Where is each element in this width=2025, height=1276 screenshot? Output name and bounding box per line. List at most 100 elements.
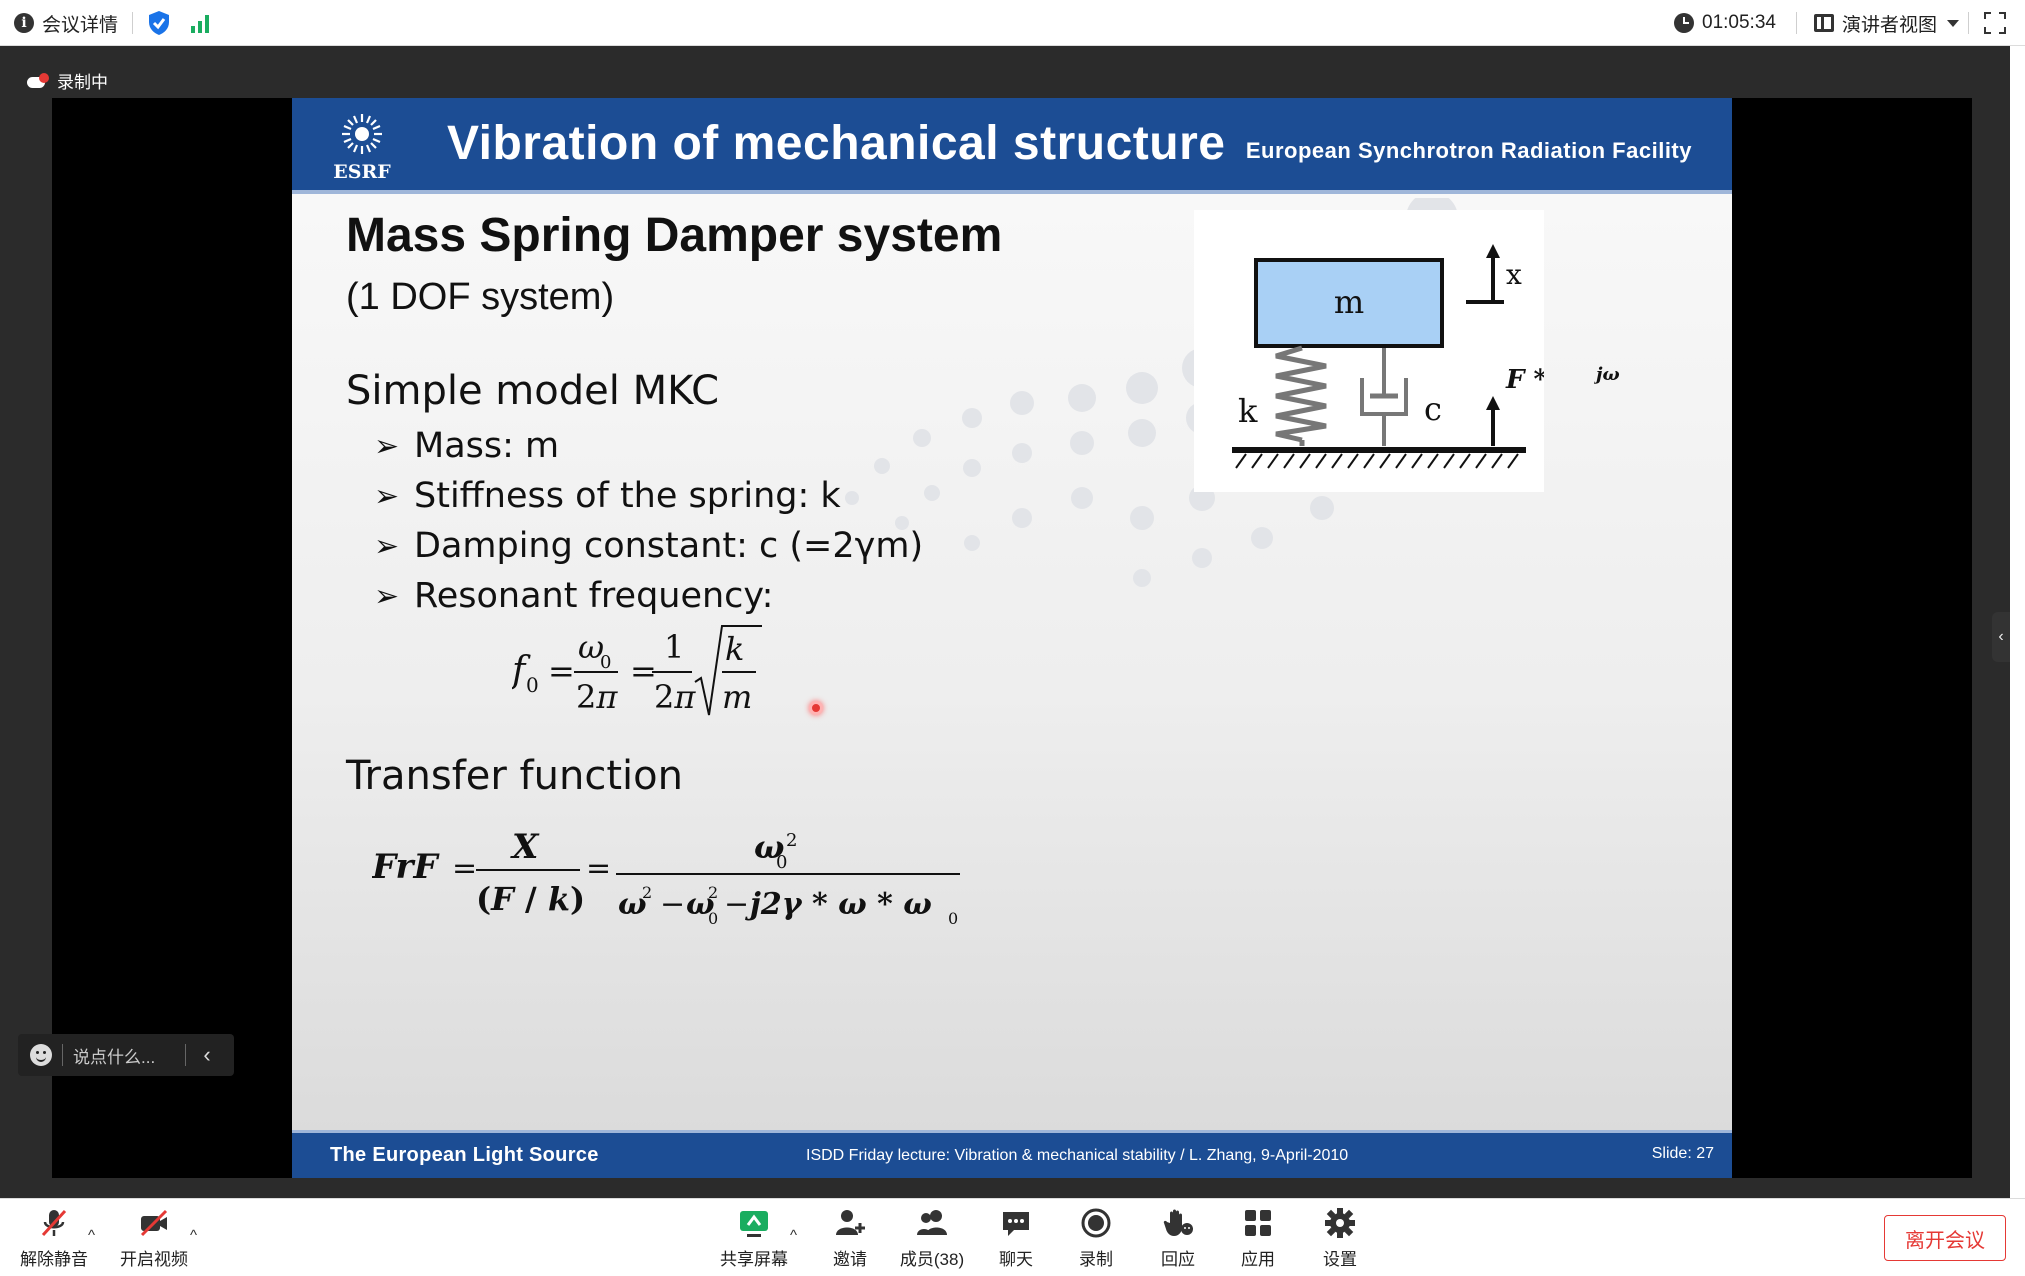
emoji-icon[interactable]	[30, 1044, 52, 1066]
shield-icon	[149, 11, 169, 35]
divider	[1796, 12, 1797, 34]
footer-tagline: The European Light Source	[330, 1144, 599, 1166]
force-exponent-overflow: jω	[1594, 364, 1620, 385]
svg-text:FrF: FrF	[372, 847, 440, 887]
apps-button[interactable]: 应用	[1216, 1207, 1300, 1270]
bullet-text: Stiffness of the spring: k	[414, 476, 841, 516]
gear-icon	[1325, 1208, 1355, 1238]
unmute-button[interactable]: 解除静音	[12, 1207, 96, 1270]
bullet-text: Mass: m	[414, 426, 560, 466]
network-signal-button[interactable]	[190, 0, 212, 46]
svg-text:0: 0	[600, 652, 611, 673]
svg-text:−: −	[660, 887, 685, 922]
slide-subheading: (1 DOF system)	[346, 276, 615, 318]
divider	[62, 1044, 63, 1066]
chevron-left-icon[interactable]: ‹	[203, 1042, 211, 1067]
svg-text:=: =	[548, 652, 575, 690]
svg-text:k: k	[725, 630, 744, 668]
spring-shape	[1275, 345, 1327, 443]
chat-input-bar[interactable]: 说点什么... ‹	[18, 1034, 234, 1076]
unmute-label: 解除静音	[20, 1250, 88, 1269]
arrow-bullet-icon: ➢	[374, 528, 400, 564]
meeting-details-button[interactable]: i 会议详情	[14, 0, 118, 46]
recording-indicator: 录制中	[27, 68, 108, 93]
record-button[interactable]: 录制	[1054, 1207, 1138, 1270]
slide-footer: The European Light Source ISDD Friday le…	[292, 1130, 1732, 1178]
svg-text:2π: 2π	[576, 678, 618, 716]
share-screen-button[interactable]: 共享屏幕	[712, 1207, 796, 1270]
invite-button[interactable]: 邀请	[808, 1207, 892, 1270]
bullet-list: ➢ Mass: m ➢ Stiffness of the spring: k ➢ Da…	[374, 421, 923, 621]
presentation-slide: ESRF Vibration of mechanical structure E…	[292, 98, 1732, 1178]
raise-hand-icon	[1163, 1209, 1193, 1236]
spring-label: k	[1238, 392, 1258, 430]
svg-text:j2γ * ω * ω: j2γ * ω * ω	[745, 887, 932, 922]
leave-meeting-button[interactable]: 离开会议	[1884, 1215, 2006, 1261]
chat-bubble-icon	[1003, 1212, 1029, 1236]
timer-text: 01:05:34	[1702, 12, 1776, 33]
members-icon	[917, 1210, 947, 1235]
recording-label: 录制中	[57, 73, 108, 92]
divider	[132, 12, 133, 34]
share-options-chevron-icon[interactable]: ^	[790, 1227, 798, 1244]
displacement-label: x	[1506, 258, 1522, 291]
laser-pointer	[809, 701, 823, 715]
list-item: ➢ Damping constant: c (=2γm)	[374, 521, 923, 571]
info-icon: i	[14, 13, 34, 33]
side-panel-toggle[interactable]: ‹	[1992, 612, 2010, 662]
divider	[1968, 12, 1969, 34]
invite-label: 邀请	[833, 1250, 867, 1269]
mass-block	[1254, 258, 1444, 348]
window-edge	[2010, 46, 2025, 1198]
start-video-label: 开启视频	[120, 1250, 188, 1269]
arrow-bullet-icon: ➢	[374, 428, 400, 464]
bullet-text: Damping constant: c (=2γm)	[414, 526, 924, 566]
share-screen-label: 共享屏幕	[720, 1250, 788, 1269]
view-mode-dropdown[interactable]: 演讲者视图	[1814, 0, 1960, 46]
svg-text:0: 0	[526, 673, 539, 697]
top-bar: i 会议详情 01:05:34 演讲者视图	[0, 0, 2025, 46]
members-label: 成员(38)	[899, 1250, 965, 1269]
svg-text:X: X	[510, 827, 540, 867]
start-video-button[interactable]: 开启视频	[112, 1207, 196, 1270]
reactions-button[interactable]: 回应	[1136, 1207, 1220, 1270]
view-mode-label: 演讲者视图	[1842, 14, 1938, 36]
svg-text:ω: ω	[754, 828, 784, 866]
video-options-chevron-icon[interactable]: ^	[190, 1227, 198, 1244]
svg-text:ω: ω	[618, 887, 647, 922]
list-item: ➢ Mass: m	[374, 421, 923, 471]
svg-text:2: 2	[786, 830, 797, 851]
divider	[185, 1044, 186, 1066]
audio-options-chevron-icon[interactable]: ^	[88, 1227, 96, 1244]
esrf-logo: ESRF	[333, 114, 391, 183]
svg-text:=: =	[586, 851, 611, 886]
chat-button[interactable]: 聊天	[974, 1207, 1058, 1270]
svg-text:2: 2	[708, 883, 718, 902]
clock-icon	[1674, 13, 1694, 33]
fullscreen-button[interactable]	[1984, 0, 2006, 46]
bullet-text: Resonant frequency:	[414, 576, 774, 616]
force-exponent-text: jω	[1594, 364, 1620, 385]
svg-text:ω: ω	[578, 628, 604, 666]
arrow-bullet-icon: ➢	[374, 478, 400, 514]
apps-grid-icon	[1245, 1210, 1271, 1236]
chat-input[interactable]: 说点什么...	[73, 1047, 156, 1067]
slide-number: Slide: 27	[1651, 1145, 1714, 1162]
settings-button[interactable]: 设置	[1298, 1207, 1382, 1270]
add-person-icon	[836, 1210, 865, 1235]
security-shield-button[interactable]	[148, 0, 170, 46]
list-item: ➢ Resonant frequency:	[374, 571, 923, 621]
muted-microphone-icon	[41, 1209, 67, 1237]
reactions-label: 回应	[1161, 1250, 1195, 1269]
footer-lecture-info: ISDD Friday lecture: Vibration & mechani…	[806, 1147, 1349, 1164]
members-button[interactable]: 成员(38)	[890, 1207, 974, 1270]
force-label: F * e	[1505, 365, 1544, 395]
chevron-down-icon	[1947, 19, 1960, 27]
mass-label: m	[1334, 283, 1364, 321]
svg-text:ω: ω	[686, 887, 715, 922]
record-label: 录制	[1079, 1250, 1113, 1269]
apps-label: 应用	[1241, 1250, 1275, 1269]
svg-text:0: 0	[948, 909, 958, 928]
svg-text:0: 0	[708, 909, 718, 928]
slide-organization: European Synchrotron Radiation Facility	[1245, 138, 1692, 163]
